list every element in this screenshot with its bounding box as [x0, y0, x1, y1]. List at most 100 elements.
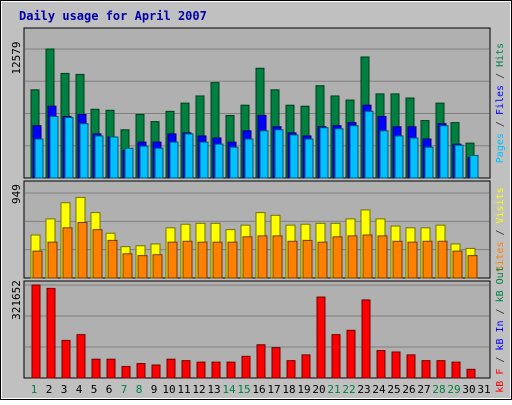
hits-panel-pages-bar [154, 147, 164, 179]
visits-panel-sites-bar [197, 241, 208, 279]
x-tick-label: 19 [297, 383, 310, 396]
visits-panel-sites-bar [152, 254, 163, 279]
hits-panel-pages-bar [94, 135, 104, 179]
x-tick-label: 15 [237, 383, 250, 396]
x-tick-label: 11 [177, 383, 190, 396]
hits-panel-pages-bar [64, 116, 74, 179]
visits-panel-sites-bar [212, 241, 223, 279]
x-tick-label: 5 [91, 383, 98, 396]
kb-panel-kb-f-bar [151, 364, 161, 379]
x-tick-label: 23 [357, 383, 370, 396]
kb-panel-kb-f-bar [256, 344, 266, 379]
kb-panel-kb-f-bar [436, 360, 446, 379]
kb-panel-kb-f-bar [136, 363, 146, 379]
visits-panel-sites-bar [227, 241, 238, 279]
kb-panel-kb-f-bar [451, 361, 461, 379]
visits-panel-sites-bar [407, 241, 418, 279]
hits-panel-pages-bar [274, 129, 284, 179]
x-tick-label: 9 [151, 383, 158, 396]
visits-panel-sites-bar [182, 240, 193, 279]
x-tick-label: 31 [477, 383, 490, 396]
hits-panel-pages-bar [184, 133, 194, 179]
hits-panel-pages-bar [334, 128, 344, 179]
visits-panel-sites-bar [452, 250, 463, 279]
kb-panel-kb-f-bar [196, 361, 206, 379]
kb-panel-kb-f-bar [331, 334, 341, 379]
kb-panel-legend-part: kB F [495, 369, 506, 393]
kb-panel-kb-f-bar [46, 287, 56, 379]
x-tick-label: 6 [106, 383, 113, 396]
kb-panel-legend: kB F / kB In / kB Out [495, 266, 506, 392]
x-tick-label: 30 [462, 383, 475, 396]
kb-panel-kb-f-bar [376, 350, 386, 379]
hits-panel-pages-bar [439, 125, 449, 179]
x-tick-label: 26 [402, 383, 415, 396]
visits-max-label: 949 [10, 184, 23, 204]
kb-panel-kb-f-bar [166, 358, 176, 379]
hits-panel-legend: Pages / Files / Hits [495, 43, 506, 163]
x-tick-label: 29 [447, 383, 460, 396]
x-tick-label: 22 [342, 383, 355, 396]
legend-layer: Pages / Files / Hits Sites / Visits kB F /… [495, 43, 506, 393]
x-tick-label: 13 [207, 383, 220, 396]
hits-panel-pages-bar [469, 154, 479, 179]
visits-panel-sites-bar [362, 234, 373, 279]
hits-panel-pages-bar [214, 143, 224, 179]
hits-panel-legend-part: / [495, 67, 506, 85]
visits-panel-legend-part: Visits [495, 187, 506, 223]
kb-panel-kb-f-bar [346, 329, 356, 379]
hits-panel-pages-bar [424, 146, 434, 179]
x-axis-labels: 1 2 3 4 5 6 7 8 9 10 11 12 13 14 15 16 17 18 19 20 21 22 23 24 2… [31, 383, 491, 396]
visits-panel-sites-bar [332, 236, 343, 279]
hits-panel-pages-bar [364, 110, 374, 179]
hits-panel-pages-bar [304, 138, 314, 179]
x-tick-label: 20 [312, 383, 325, 396]
visits-panel-sites-bar [137, 255, 148, 279]
kb-panel-kb-f-bar [76, 334, 86, 379]
hits-panel-pages-bar [169, 141, 179, 179]
kb-panel-legend-part: / [495, 302, 506, 320]
bars-layer [30, 48, 479, 379]
visits-panel-sites-bar [302, 239, 313, 279]
visits-panel-sites-bar [32, 250, 43, 279]
visits-panel-sites-bar [467, 255, 478, 279]
kb-panel-kb-f-bar [91, 358, 101, 379]
chart-frame-highlight [1, 1, 511, 399]
visits-panel-sites-bar [257, 235, 268, 279]
kb-panel-legend-part: kB Out [495, 266, 506, 302]
x-tick-label: 28 [432, 383, 445, 396]
hits-panel-pages-bar [319, 127, 329, 179]
x-tick-label: 3 [61, 383, 68, 396]
visits-panel-sites-bar [287, 240, 298, 279]
kb-panel-kb-f-bar [61, 339, 71, 379]
kb-panel-kb-f-bar [181, 360, 191, 379]
visits-panel-legend-part: / [495, 223, 506, 241]
x-tick-label: 7 [121, 383, 128, 396]
visits-panel-sites-bar [47, 241, 58, 279]
visits-panel-sites-bar [77, 221, 88, 279]
hits-panel-pages-bar [409, 137, 419, 179]
x-tick-label: 16 [252, 383, 265, 396]
kb-max-label: 321652 [10, 280, 23, 320]
hits-panel-pages-bar [139, 145, 149, 179]
visits-panel-sites-bar [347, 235, 358, 279]
x-tick-label: 17 [267, 383, 280, 396]
hits-panel-pages-bar [244, 138, 254, 179]
hits-panel-legend-part: Pages [495, 133, 506, 163]
kb-panel-legend-part: / [495, 351, 506, 369]
kb-panel-kb-f-bar [211, 361, 221, 379]
visits-panel-sites-bar [392, 240, 403, 279]
visits-panel-sites-bar [107, 239, 118, 279]
chart-title: Daily usage for April 2007 [19, 9, 207, 23]
hits-max-label: 12579 [10, 41, 23, 74]
x-tick-label: 25 [387, 383, 400, 396]
kb-panel-kb-f-bar [361, 299, 371, 379]
hits-panel-pages-bar [229, 146, 239, 179]
kb-panel-kb-f-bar [286, 360, 296, 379]
kb-panel-kb-f-bar [121, 365, 131, 379]
x-tick-label: 18 [282, 383, 295, 396]
kb-panel-kb-f-bar [241, 355, 251, 379]
visits-panel-legend-part: Sites [495, 242, 506, 272]
